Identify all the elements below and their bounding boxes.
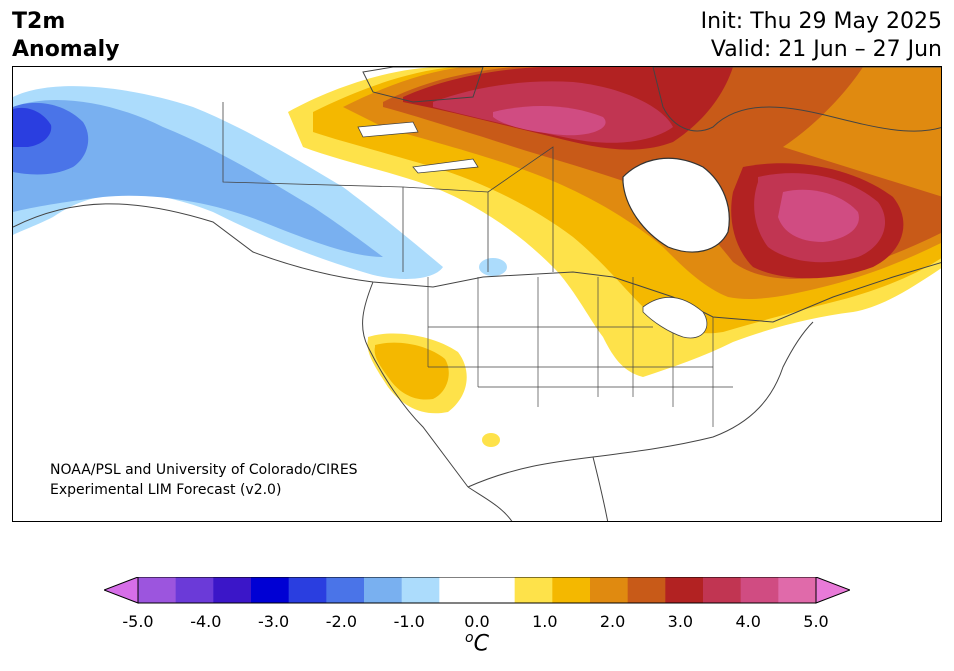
arctic-islands-west: [362, 67, 484, 103]
colorbar-arrow-low: [104, 577, 139, 604]
credit-line1: NOAA/PSL and University of Colorado/CIRE…: [50, 462, 358, 478]
colorbar-swatch: [590, 577, 629, 603]
colorbar-tick-label: -5.0: [122, 612, 154, 631]
mexico-coastline: [467, 456, 609, 521]
colorbar-swatch: [439, 577, 478, 603]
colorbar-swatch: [740, 577, 779, 603]
hudson-bay: [622, 157, 730, 253]
map-title: T2m Anomaly: [12, 8, 119, 64]
colorbar-tick-label: 5.0: [803, 612, 829, 631]
colorbar-ticks: -5.0 -4.0 -3.0 -2.0 -1.0 0.0 1.0 2.0 3.0 4.0 5.0: [0, 612, 954, 632]
colorbar-tick-label: -3.0: [257, 612, 290, 631]
colorbar-frame: [137, 577, 817, 604]
colorbar-swatch: [213, 577, 252, 603]
init-date: Init: Thu 29 May 2025: [700, 9, 942, 34]
colorbar-swatch: [703, 577, 742, 603]
warm-anomaly-southwest-core: [374, 342, 449, 400]
colorbar-tick-label: -4.0: [190, 612, 222, 631]
anomaly-map: NOAA/PSL and University of Colorado/CIRE…: [12, 66, 942, 522]
cold-anomaly-mid: [13, 99, 383, 257]
warm-anomaly-quebec-peak: [778, 189, 859, 242]
colorbar-swatch: [552, 577, 591, 603]
colorbar-swatches: [104, 577, 850, 604]
colorbar-tick-label: 2.0: [599, 612, 626, 631]
cold-anomaly-core: [13, 107, 52, 147]
credit-line2: Experimental LIM Forecast (v2.0): [50, 482, 281, 498]
colorbar-swatch: [514, 577, 553, 603]
canada-us-border: [13, 203, 941, 323]
colorbar-tick-label: 1.0: [532, 612, 558, 631]
unit-degree: o: [465, 630, 474, 646]
great-lakes: [642, 296, 708, 339]
colorbar: [104, 577, 850, 604]
colorbar-swatch: [665, 577, 704, 603]
warm-anomaly-patch: [482, 433, 500, 447]
colorbar-swatch: [175, 577, 214, 603]
colorbar-swatch: [364, 577, 403, 603]
colorbar-swatch: [138, 577, 177, 603]
cold-anomaly-patch: [479, 258, 507, 276]
us-state-borders: [427, 277, 733, 407]
colorbar-unit: oC: [0, 630, 954, 656]
map-title-line2: Anomaly: [12, 37, 120, 62]
us-coastline: [362, 281, 814, 488]
colorbar-swatch: [477, 577, 516, 603]
colorbar-swatch: [401, 577, 440, 603]
great-bear-lake: [357, 121, 419, 138]
map-canvas: NOAA/PSL and University of Colorado/CIRE…: [13, 67, 941, 521]
map-title-line1: T2m: [12, 9, 66, 34]
colorbar-tick-label: -2.0: [325, 612, 357, 631]
colorbar-tick-label: -1.0: [393, 612, 425, 631]
colorbar-swatch: [288, 577, 327, 603]
colorbar-tick-label: 3.0: [667, 612, 694, 631]
province-borders-central: [402, 146, 554, 272]
colorbar-arrow-high: [815, 577, 850, 604]
forecast-dates: Init: Thu 29 May 2025 Valid: 21 Jun – 27…: [701, 8, 942, 64]
colorbar-tick-label: 0.0: [464, 612, 490, 631]
unit-letter: C: [473, 631, 489, 657]
colorbar-swatch: [251, 577, 290, 603]
warm-anomaly-north-peak: [493, 105, 606, 136]
valid-range: Valid: 21 Jun – 27 Jun: [710, 37, 942, 62]
province-borders: [222, 102, 404, 272]
arctic-islands-east: [652, 67, 941, 132]
great-slave-lake: [412, 158, 479, 174]
colorbar-swatch: [778, 577, 817, 603]
colorbar-tick-label: 4.0: [735, 612, 761, 631]
colorbar-swatch: [627, 577, 666, 603]
colorbar-swatch: [326, 577, 365, 603]
